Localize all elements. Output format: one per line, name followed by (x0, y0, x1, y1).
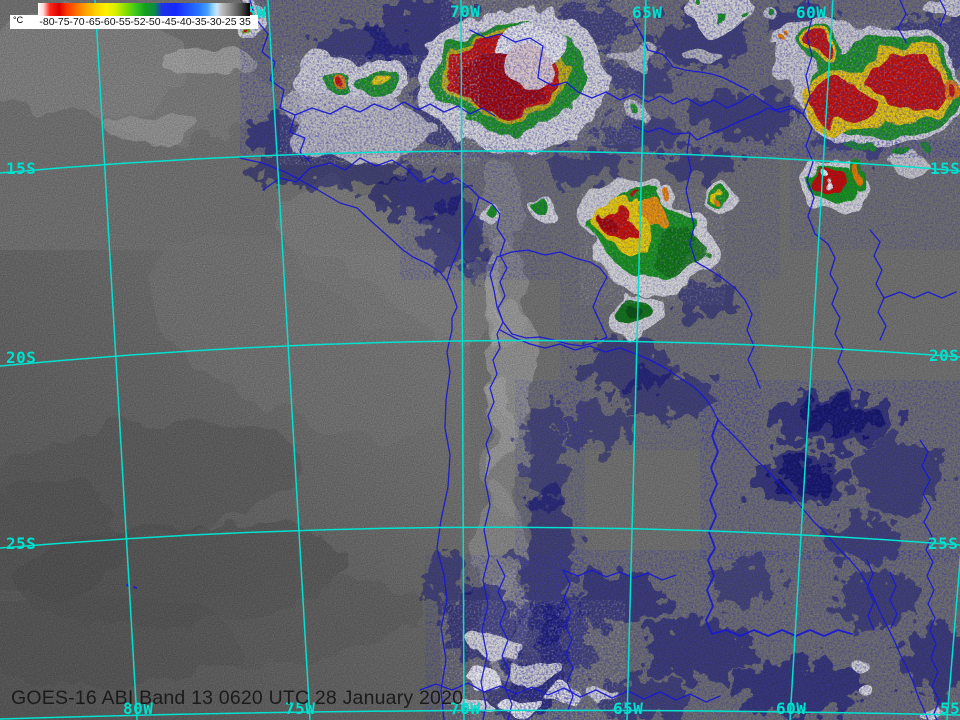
colorbar-gradient (38, 3, 250, 16)
parallel-15s (0, 150, 960, 174)
grid-label-bot-70w: 70W (450, 699, 481, 718)
pilcomayo-border (717, 419, 929, 720)
colorbar-tick: -35 (191, 16, 207, 28)
colorbar-tick: -30 (206, 16, 222, 28)
country-borders (126, 0, 957, 720)
colorbar-tick: -52 (130, 16, 146, 28)
peru-coastline (239, 157, 458, 331)
grid-label-left-25s: 25S (6, 534, 37, 553)
colorbar-tick: -25 (221, 16, 237, 28)
grid-label-bot-80w: 80W (123, 699, 154, 718)
colorbar-tick: -50 (145, 16, 161, 28)
parallel-30s (0, 709, 960, 720)
grid-label-bot-65w: 65W (613, 699, 644, 718)
colorbar-tick: -45 (161, 16, 177, 28)
grid-label-bot-75w: 75W (285, 699, 316, 718)
colorbar-tick: -75 (54, 16, 70, 28)
parallel-25s (0, 526, 960, 549)
colorbar-tick: -65 (85, 16, 101, 28)
meridian-80w (94, 0, 138, 720)
colorbar-tick: -70 (69, 16, 85, 28)
paraguay-river (705, 419, 853, 637)
grid-label-bot-55w: 55W (940, 699, 960, 718)
colorbar-tick: 35 (239, 16, 251, 28)
grid-label-right-20s: 20S (929, 346, 960, 365)
grid-label-top-70w: 70W (450, 2, 481, 21)
grid-label-bot-60w: 60W (776, 699, 807, 718)
meridian-60w (789, 0, 834, 720)
grid-label-left-15s: 15S (6, 159, 37, 178)
grid-label-left-20s: 20S (6, 348, 37, 367)
colorbar-tick: -55 (115, 16, 131, 28)
colorbar-unit: °C (13, 15, 24, 25)
grid-label-top-60w: 60W (796, 3, 827, 22)
chile-coastline (436, 329, 453, 720)
image-caption: GOES-16 ABI Band 13 0620 UTC 28 January … (11, 687, 464, 709)
grid-label-right-15s: 15S (930, 159, 960, 178)
colorbar-label-strip (10, 15, 258, 29)
temperature-colorbar: °C -80 -75 -70 -65 -60 -55 -52 -50 -45 -… (0, 0, 270, 32)
meridian-65w (626, 0, 647, 720)
grid-label-right-25s: 25S (928, 534, 959, 553)
meridian-70w (460, 0, 465, 720)
colorbar-tick: -80 (39, 16, 55, 28)
meridian-75w (267, 0, 311, 720)
colorbar-tick: -60 (100, 16, 116, 28)
parallel-20s (0, 339, 960, 367)
colorbar-tick: -40 (176, 16, 192, 28)
meridian-55w (946, 552, 960, 720)
grid-label-top-65w: 65W (632, 3, 663, 22)
